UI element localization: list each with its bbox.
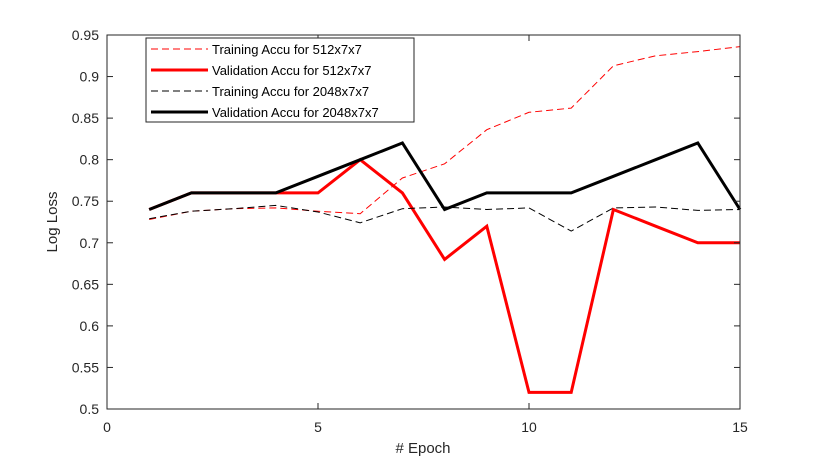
axes-layer xyxy=(106,34,741,410)
x-tick-label: 0 xyxy=(103,419,111,435)
y-tick-label: 0.7 xyxy=(80,235,100,251)
y-tick-label: 0.5 xyxy=(80,401,100,417)
y-tick-label: 0.85 xyxy=(72,110,99,126)
x-tick-label: 15 xyxy=(732,419,748,435)
series-line-4 xyxy=(148,141,742,212)
x-tick-label: 10 xyxy=(521,419,537,435)
ticks-layer: 0 5 10 15 0.5 0.55 0.6 0.65 0.7 0.75 0.8 0.85 0.9 0.9… xyxy=(72,27,748,435)
legend-label-2: Validation Accu for 512x7x7 xyxy=(212,63,371,78)
y-tick-label: 0.8 xyxy=(80,152,100,168)
legend: Training Accu for 512x7x7 Validation Accu… xyxy=(145,37,415,123)
legend-label-4: Validation Accu for 2048x7x7 xyxy=(212,105,379,120)
y-tick-label: 0.9 xyxy=(80,69,100,85)
x-tick-label: 5 xyxy=(314,419,322,435)
series-line-1 xyxy=(149,46,741,220)
y-tick-label: 0.55 xyxy=(72,359,99,375)
y-tick-label: 0.6 xyxy=(80,318,100,334)
x-axis-label: # Epoch xyxy=(395,440,450,457)
plot-frame xyxy=(106,34,741,410)
y-tick-label: 0.65 xyxy=(72,276,99,292)
series-layer xyxy=(148,46,742,394)
legend-label-3: Training Accu for 2048x7x7 xyxy=(212,84,369,99)
legend-label-1: Training Accu for 512x7x7 xyxy=(212,42,362,57)
legend-box xyxy=(145,37,415,123)
y-tick-label: 0.75 xyxy=(72,193,99,209)
y-axis-label: Log Loss xyxy=(44,192,61,253)
y-tick-label: 0.95 xyxy=(72,27,99,43)
